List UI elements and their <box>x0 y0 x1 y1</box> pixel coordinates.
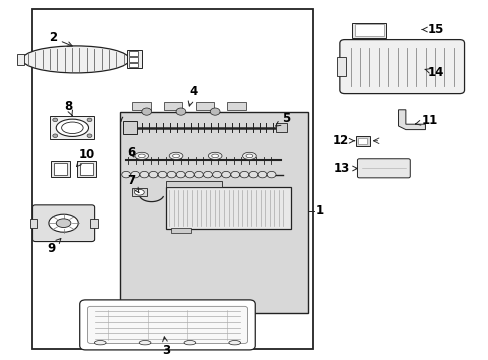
Bar <box>30 219 37 228</box>
Bar <box>129 57 138 62</box>
Bar <box>195 102 214 110</box>
Ellipse shape <box>228 341 240 345</box>
Bar <box>166 187 290 229</box>
Text: 14: 14 <box>424 66 444 79</box>
Polygon shape <box>398 110 425 130</box>
Text: 13: 13 <box>333 162 357 175</box>
Bar <box>120 112 307 313</box>
Ellipse shape <box>212 171 221 178</box>
Ellipse shape <box>56 119 88 136</box>
Ellipse shape <box>22 46 129 73</box>
Ellipse shape <box>176 108 185 115</box>
Bar <box>358 138 366 144</box>
Ellipse shape <box>208 152 222 159</box>
Ellipse shape <box>176 171 185 178</box>
Ellipse shape <box>203 171 212 178</box>
Text: 7: 7 <box>127 174 139 193</box>
Ellipse shape <box>87 134 92 138</box>
Bar <box>51 161 70 177</box>
Text: 3: 3 <box>162 337 170 357</box>
FancyBboxPatch shape <box>32 205 95 242</box>
Bar <box>355 136 369 146</box>
Ellipse shape <box>194 171 203 178</box>
Ellipse shape <box>94 341 106 345</box>
Ellipse shape <box>258 171 266 178</box>
Ellipse shape <box>167 171 176 178</box>
Bar <box>129 51 138 56</box>
Ellipse shape <box>248 171 257 178</box>
Bar <box>163 102 182 110</box>
FancyBboxPatch shape <box>80 300 255 350</box>
Bar <box>276 123 286 132</box>
Bar <box>171 228 190 233</box>
FancyBboxPatch shape <box>339 40 464 94</box>
Text: 15: 15 <box>421 23 444 36</box>
Text: 12: 12 <box>332 134 354 147</box>
Text: 11: 11 <box>415 114 437 127</box>
Bar <box>129 63 138 67</box>
Ellipse shape <box>140 171 148 178</box>
Bar <box>132 102 150 110</box>
Text: 1: 1 <box>315 204 323 217</box>
Ellipse shape <box>134 189 144 195</box>
Ellipse shape <box>266 171 275 178</box>
Ellipse shape <box>149 171 158 178</box>
Ellipse shape <box>210 108 220 115</box>
Bar <box>166 181 222 187</box>
Bar <box>127 50 142 68</box>
Text: 10: 10 <box>76 148 95 167</box>
Ellipse shape <box>158 171 166 178</box>
Ellipse shape <box>53 118 58 122</box>
Ellipse shape <box>245 154 252 158</box>
Ellipse shape <box>61 122 83 134</box>
Ellipse shape <box>49 214 78 232</box>
Ellipse shape <box>138 154 145 158</box>
Ellipse shape <box>240 171 248 178</box>
Ellipse shape <box>135 152 148 159</box>
Bar <box>351 23 386 38</box>
FancyBboxPatch shape <box>357 159 409 178</box>
Text: 2: 2 <box>49 31 72 46</box>
Ellipse shape <box>131 171 140 178</box>
Ellipse shape <box>56 219 71 228</box>
Ellipse shape <box>172 154 179 158</box>
Bar <box>227 102 245 110</box>
Bar <box>80 163 93 175</box>
Bar <box>90 219 98 228</box>
Ellipse shape <box>230 171 239 178</box>
Ellipse shape <box>53 134 58 138</box>
Bar <box>354 24 383 36</box>
Ellipse shape <box>122 171 130 178</box>
Ellipse shape <box>185 171 194 178</box>
Text: 6: 6 <box>127 146 135 159</box>
Ellipse shape <box>142 108 151 115</box>
Ellipse shape <box>169 152 183 159</box>
Text: 4: 4 <box>188 85 197 106</box>
Bar <box>54 163 67 175</box>
Bar <box>132 188 146 196</box>
Ellipse shape <box>221 171 230 178</box>
Bar <box>32 9 312 349</box>
Ellipse shape <box>87 118 92 122</box>
Ellipse shape <box>211 154 218 158</box>
Bar <box>17 54 24 65</box>
Bar <box>50 116 94 139</box>
FancyBboxPatch shape <box>87 306 247 343</box>
Ellipse shape <box>242 152 256 159</box>
Text: 5: 5 <box>275 112 289 126</box>
Ellipse shape <box>139 341 151 345</box>
Ellipse shape <box>183 341 195 345</box>
Bar <box>123 121 137 134</box>
Text: 9: 9 <box>47 239 61 255</box>
Bar <box>77 161 96 177</box>
Bar <box>337 57 346 76</box>
Text: 8: 8 <box>64 100 72 116</box>
